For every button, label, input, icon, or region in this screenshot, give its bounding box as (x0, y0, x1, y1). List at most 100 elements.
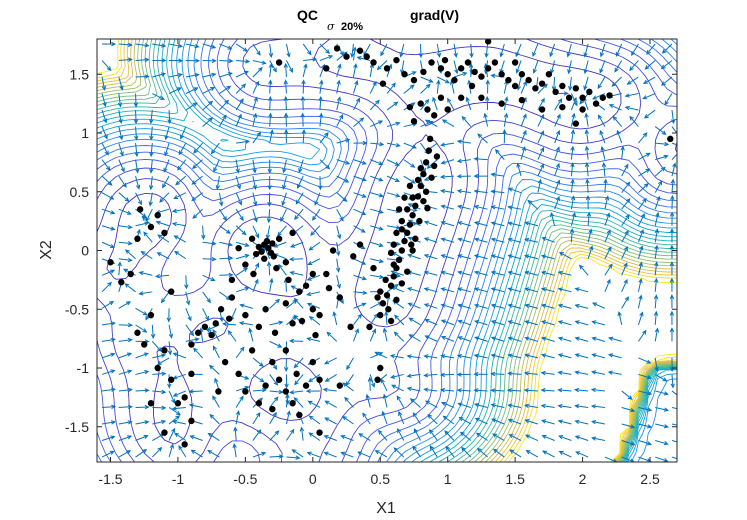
gradient-arrow (664, 93, 673, 105)
gradient-arrow-head (660, 64, 666, 70)
gradient-arrow (601, 146, 606, 160)
gradient-arrow-head (110, 269, 116, 274)
gradient-arrow-head (367, 376, 373, 382)
data-point (425, 147, 433, 154)
data-point (398, 217, 406, 225)
gradient-arrow (252, 225, 259, 238)
gradient-arrow (168, 73, 182, 78)
gradient-arrow-head (273, 396, 279, 402)
gradient-arrow (323, 388, 337, 392)
gradient-arrow (346, 357, 354, 370)
gradient-arrow-head (440, 287, 446, 292)
gradient-arrow-head (282, 184, 287, 190)
gradient-arrow (324, 452, 337, 458)
gradient-arrow (303, 58, 317, 61)
data-point (194, 329, 202, 336)
gradient-arrow-head (532, 68, 537, 74)
gradient-arrow-head (172, 419, 178, 425)
gradient-arrow (101, 421, 115, 425)
gradient-arrow (554, 180, 560, 193)
gradient-arrow-head (507, 237, 513, 243)
gradient-arrow (319, 55, 333, 61)
gradient-arrow (156, 221, 170, 227)
gradient-arrow-head (256, 50, 261, 56)
gradient-arrow (671, 163, 676, 177)
gradient-arrow (235, 159, 239, 173)
gradient-arrow-head (237, 113, 242, 119)
gradient-arrow (441, 238, 455, 243)
gradient-arrow-head (166, 317, 171, 323)
data-point (161, 229, 168, 237)
gradient-arrow-head (201, 234, 206, 240)
gradient-arrow-head (290, 285, 296, 290)
gradient-arrow (474, 158, 488, 161)
gradient-arrow (152, 354, 166, 359)
gradient-arrow-head (629, 66, 634, 72)
gradient-arrow (527, 200, 539, 210)
gradient-arrow (638, 423, 652, 428)
gradient-arrow-head (118, 135, 124, 141)
gradient-arrow-head (522, 113, 527, 119)
gradient-arrow-head (591, 320, 597, 325)
gradient-arrow-head (669, 211, 675, 217)
gradient-arrow-head (608, 104, 614, 109)
gradient-arrow-head (395, 142, 401, 148)
gradient-arrow-head (107, 181, 113, 186)
gradient-arrow (252, 59, 266, 64)
gradient-arrow (236, 140, 250, 144)
gradient-arrow (525, 255, 538, 260)
data-point (289, 400, 296, 407)
gradient-arrow-head (356, 56, 362, 61)
data-point (336, 382, 343, 389)
gradient-arrow-head (473, 388, 479, 393)
data-point (424, 106, 431, 113)
gradient-arrow (437, 76, 450, 84)
gradient-arrow-head (278, 389, 284, 395)
gradient-arrow-head (144, 43, 150, 48)
gradient-arrow-head (654, 228, 660, 234)
gradient-arrow (585, 130, 589, 144)
gradient-arrow (441, 319, 455, 326)
gradient-arrow (157, 234, 170, 243)
gradient-arrow-head (305, 388, 311, 394)
gradient-arrow (525, 304, 538, 309)
gradient-arrow (461, 447, 472, 458)
gradient-arrow-head (604, 195, 610, 201)
data-point (374, 294, 381, 301)
gradient-arrow (269, 64, 272, 78)
data-point (387, 249, 395, 257)
data-point (393, 229, 400, 237)
gradient-arrow-head (377, 429, 383, 435)
gradient-arrow-head (110, 321, 117, 326)
gradient-arrow (491, 354, 505, 359)
gradient-arrow (394, 447, 405, 458)
gradient-arrow-head (575, 451, 581, 456)
gradient-arrow (278, 264, 287, 276)
gradient-arrow-head (258, 362, 264, 367)
gradient-arrow-head (646, 359, 652, 364)
gradient-arrow (424, 254, 438, 260)
gradient-arrow (474, 288, 488, 293)
gradient-arrow (178, 445, 187, 458)
gradient-arrow (638, 357, 651, 364)
gradient-arrow (424, 388, 438, 392)
gradient-arrow-head (345, 138, 351, 143)
data-point (393, 56, 400, 64)
gradient-arrow (407, 387, 421, 392)
gradient-arrow (285, 63, 287, 78)
gradient-arrow-head (507, 205, 513, 210)
gradient-arrow-head (623, 278, 628, 284)
gradient-arrow (627, 76, 639, 85)
gradient-arrow (441, 355, 455, 359)
gradient-arrow-head (439, 372, 445, 378)
data-point (377, 311, 384, 319)
gradient-arrow-head (394, 177, 400, 182)
gradient-arrow-head (423, 253, 429, 259)
gradient-arrow-head (361, 302, 367, 307)
gradient-arrow-head (286, 410, 291, 416)
gradient-arrow (458, 304, 471, 309)
gradient-arrow-head (168, 333, 174, 339)
gradient-arrow (575, 288, 589, 293)
gradient-arrow (558, 420, 572, 425)
gradient-arrow-head (408, 334, 414, 339)
